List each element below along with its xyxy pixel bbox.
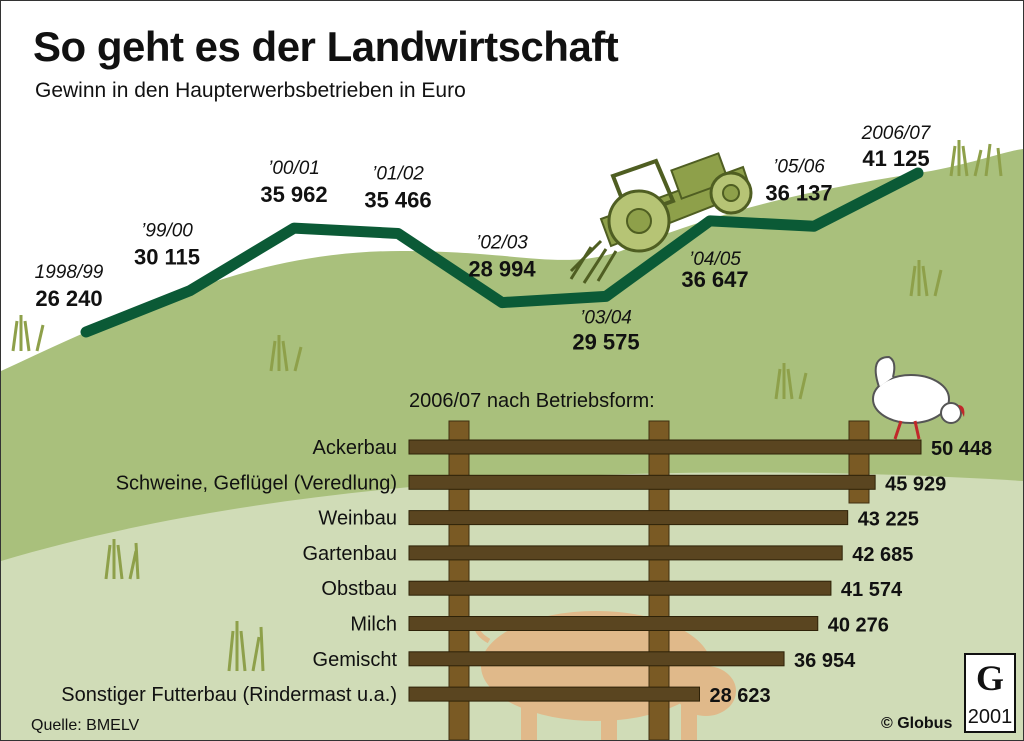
bar [408, 474, 876, 490]
bar-chart-title: 2006/07 nach Betriebsform: [409, 390, 655, 412]
bar-chart: Ackerbau 50 448 Schweine, Geflügel (Veredl… [61, 437, 992, 707]
category-label: Weinbau [318, 508, 397, 530]
bar-value-label: 36 954 [794, 650, 856, 672]
value-label: 36 647 [681, 267, 748, 292]
bar-value-label: 45 929 [885, 473, 946, 495]
category-label: Sonstiger Futterbau (Rindermast u.a.) [61, 684, 397, 706]
value-label: 36 137 [765, 180, 832, 205]
value-label: 30 115 [134, 245, 200, 270]
year-label: ’05/06 [773, 156, 825, 177]
category-label: Schweine, Geflügel (Veredlung) [116, 472, 397, 494]
value-label: 35 962 [260, 182, 327, 207]
category-label: Gemischt [313, 649, 398, 671]
category-label: Obstbau [321, 578, 397, 600]
year-label: ’01/02 [372, 163, 424, 184]
value-label: 41 125 [862, 146, 929, 171]
bar [408, 686, 700, 702]
year-label: 2006/07 [861, 123, 932, 144]
logo-number: 2001 [967, 706, 1013, 728]
bar-value-label: 28 623 [709, 685, 770, 707]
category-label: Ackerbau [313, 437, 398, 459]
bar-value-label: 40 276 [828, 615, 889, 637]
bar-value-label: 43 225 [858, 509, 919, 531]
chicken-icon [872, 355, 965, 440]
bar [408, 545, 843, 561]
year-label: ’04/05 [689, 249, 741, 270]
year-label: 1998/99 [35, 262, 104, 283]
value-label: 35 466 [364, 187, 431, 212]
bar [408, 580, 832, 596]
category-label: Milch [350, 614, 397, 636]
year-label: ’02/03 [476, 233, 528, 254]
year-label: ’99/00 [141, 221, 193, 242]
hill-lower [1, 472, 1023, 740]
line-chart: 1998/99 26 240 ’99/00 30 115 ’00/01 35 962 ’01… [35, 123, 932, 354]
globus-logo: G 2001 [964, 653, 1016, 733]
bar-value-label: 41 574 [841, 579, 903, 601]
page-subtitle: Gewinn in den Haupterwerbsbetrieben in E… [35, 79, 466, 102]
year-label: ’03/04 [580, 307, 632, 328]
bar [408, 439, 922, 455]
source-note: Quelle: BMELV [31, 717, 140, 734]
value-label: 29 575 [572, 329, 639, 354]
value-label: 28 994 [468, 257, 536, 282]
bar-value-label: 50 448 [931, 438, 992, 460]
category-label: Gartenbau [302, 543, 397, 565]
year-label: ’00/01 [268, 158, 320, 179]
tractor-icon [569, 152, 753, 284]
bar [408, 651, 785, 667]
page-title: So geht es der Landwirtschaft [33, 23, 619, 70]
logo-letter: G [975, 658, 1004, 698]
bar [408, 616, 819, 631]
bar [408, 510, 849, 526]
credit-note: © Globus [881, 715, 953, 732]
grass-tufts [11, 140, 1003, 672]
value-label: 26 240 [35, 286, 102, 311]
bar-value-label: 42 685 [852, 544, 913, 566]
